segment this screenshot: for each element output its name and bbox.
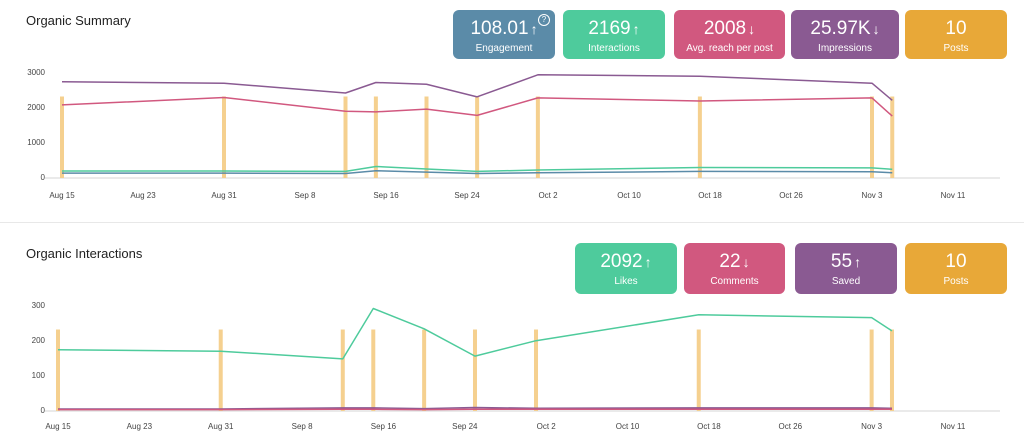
x-tick-label: Nov 3	[861, 422, 882, 431]
x-tick-label: Oct 18	[698, 191, 722, 200]
post-bar	[222, 97, 226, 179]
series-line	[62, 75, 892, 101]
organic-interactions-chart: 0 100 200 300 Aug 15 Aug 23 Aug 31 Sep 8 Sep 16 S…	[0, 223, 1024, 440]
x-tick-label: Aug 23	[130, 191, 156, 200]
x-tick-label: Sep 24	[452, 422, 478, 431]
y-tick-label: 300	[32, 301, 46, 310]
x-tick-label: Sep 24	[454, 191, 480, 200]
post-bar	[890, 97, 894, 179]
y-tick-label: 2000	[27, 103, 45, 112]
post-bar	[697, 330, 701, 412]
y-tick-label: 1000	[27, 138, 45, 147]
x-tick-label: Oct 26	[778, 422, 802, 431]
x-tick-label: Aug 15	[49, 191, 75, 200]
post-bar	[219, 330, 223, 412]
post-bar	[371, 330, 375, 412]
y-tick-label: 0	[41, 406, 46, 415]
organic-summary-panel: Organic Summary 108.01↑Engagement?2169↑I…	[0, 0, 1024, 222]
post-bar	[870, 330, 874, 412]
x-tick-label: Aug 31	[211, 191, 237, 200]
x-tick-label: Nov 11	[941, 422, 966, 431]
x-tick-label: Sep 16	[373, 191, 399, 200]
x-tick-label: Oct 18	[697, 422, 721, 431]
x-tick-label: Sep 16	[371, 422, 397, 431]
post-bar	[56, 330, 60, 412]
y-tick-label: 3000	[27, 68, 45, 77]
x-tick-label: Aug 23	[127, 422, 153, 431]
x-tick-label: Oct 10	[617, 191, 641, 200]
post-bar	[698, 97, 702, 179]
x-tick-label: Oct 26	[779, 191, 803, 200]
organic-summary-chart: 0 1000 2000 3000 Aug 15 Aug 23 Aug 31 Sep 8 Sep …	[0, 0, 1024, 222]
x-tick-label: Sep 8	[295, 191, 316, 200]
y-tick-label: 200	[32, 336, 46, 345]
post-bar	[870, 97, 874, 179]
x-tick-label: Oct 10	[616, 422, 640, 431]
post-bar	[536, 97, 540, 179]
post-bar	[344, 97, 348, 179]
post-bar	[341, 330, 345, 412]
x-tick-label: Aug 15	[45, 422, 71, 431]
x-tick-label: Sep 8	[292, 422, 313, 431]
post-bar	[422, 330, 426, 412]
x-tick-label: Aug 31	[208, 422, 234, 431]
y-tick-label: 100	[32, 371, 46, 380]
post-bar	[475, 97, 479, 179]
x-tick-label: Oct 2	[537, 422, 557, 431]
x-tick-label: Nov 3	[862, 191, 883, 200]
post-bar	[60, 97, 64, 179]
x-tick-label: Oct 2	[538, 191, 558, 200]
post-bar	[473, 330, 477, 412]
post-bar	[890, 330, 894, 412]
y-tick-label: 0	[41, 173, 46, 182]
x-tick-label: Nov 11	[941, 191, 966, 200]
